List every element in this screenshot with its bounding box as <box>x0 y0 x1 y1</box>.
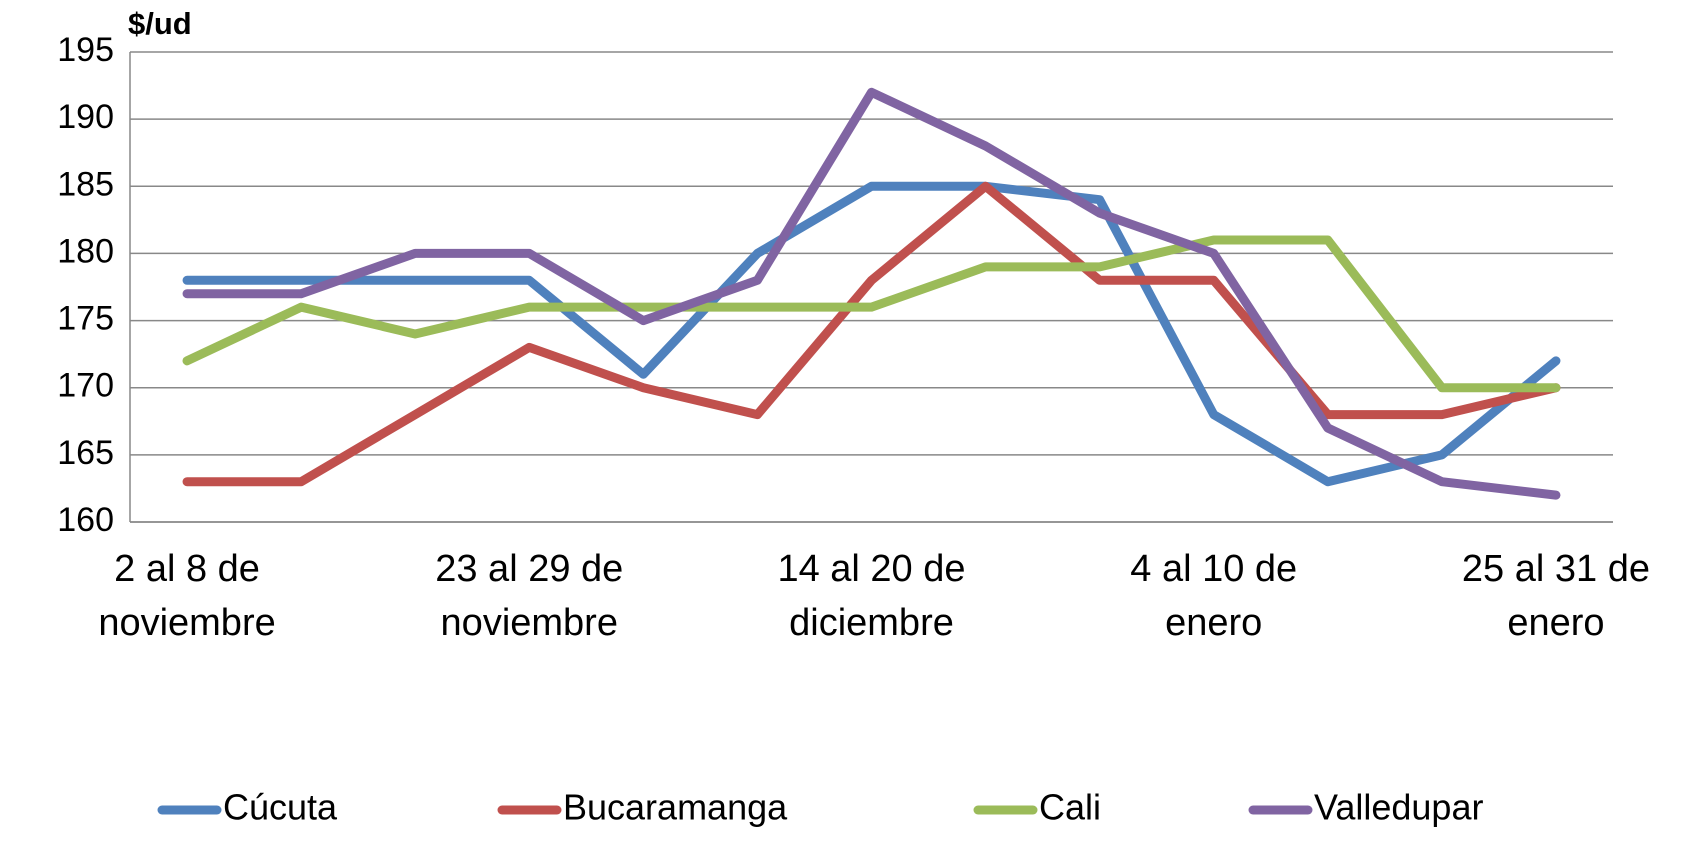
x-tick-label: 23 al 29 de noviembre <box>435 548 624 644</box>
series-line <box>182 87 1561 500</box>
series-line <box>182 181 1561 487</box>
y-tick-label: 185 <box>57 165 114 203</box>
x-tick-label: 25 al 31 de enero <box>1461 548 1650 644</box>
y-tick-label: 165 <box>57 434 114 472</box>
y-tick-label: 160 <box>57 501 114 539</box>
x-tick-label: 2 al 8 de noviembre <box>98 548 276 644</box>
series-line <box>182 235 1561 393</box>
y-tick-label: 190 <box>57 98 114 136</box>
x-tick-label: 4 al 10 de enero <box>1130 548 1298 644</box>
y-axis-label: $/ud <box>128 6 192 41</box>
y-tick-label: 180 <box>57 232 114 270</box>
y-tick-label: 175 <box>57 300 114 338</box>
y-tick-label: 195 <box>57 31 114 69</box>
y-tick-label: 170 <box>57 367 114 405</box>
x-tick-label: 14 al 20 de diciembre <box>777 548 966 644</box>
legend-label: Valledupar <box>1314 787 1483 828</box>
legend-label: Cúcuta <box>223 787 338 828</box>
legend-label: Cali <box>1039 787 1101 828</box>
series-line <box>182 181 1561 487</box>
legend-label: Bucaramanga <box>563 787 788 828</box>
